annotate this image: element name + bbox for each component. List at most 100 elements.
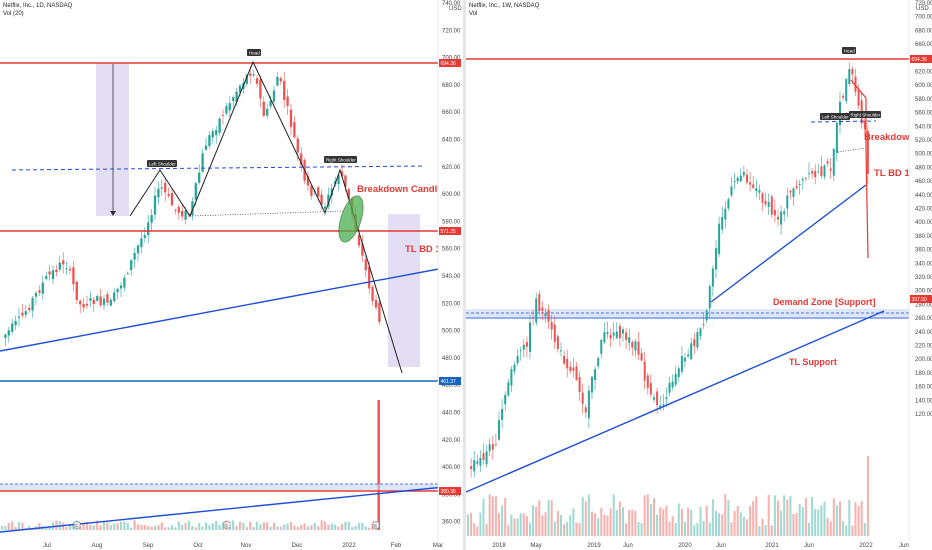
candle[interactable]	[597, 357, 600, 366]
candle[interactable]	[541, 307, 544, 311]
candle[interactable]	[269, 100, 272, 107]
candle[interactable]	[126, 273, 129, 275]
candle[interactable]	[535, 298, 538, 323]
candle[interactable]	[99, 296, 102, 306]
candle[interactable]	[494, 443, 497, 445]
candle[interactable]	[522, 344, 525, 350]
candle[interactable]	[516, 356, 519, 364]
candle[interactable]	[566, 358, 569, 369]
candle[interactable]	[677, 368, 680, 378]
candle[interactable]	[191, 201, 194, 216]
candle[interactable]	[198, 172, 201, 183]
candle[interactable]	[34, 292, 38, 297]
candle[interactable]	[711, 268, 714, 287]
candle[interactable]	[634, 341, 637, 351]
candle[interactable]	[752, 184, 755, 188]
candle[interactable]	[323, 206, 327, 209]
candle[interactable]	[136, 245, 140, 254]
candle[interactable]	[498, 420, 500, 440]
candle[interactable]	[89, 298, 92, 301]
candle[interactable]	[300, 153, 303, 165]
candle[interactable]	[79, 300, 82, 305]
candle[interactable]	[578, 376, 581, 392]
candle[interactable]	[563, 355, 566, 364]
candle[interactable]	[4, 334, 7, 339]
candle[interactable]	[485, 451, 488, 464]
candle[interactable]	[625, 332, 628, 340]
candle[interactable]	[320, 194, 323, 205]
candle[interactable]	[755, 188, 758, 192]
neckline-dashed[interactable]	[11, 165, 426, 171]
candle[interactable]	[215, 129, 218, 136]
candle[interactable]	[718, 223, 721, 254]
candle[interactable]	[28, 307, 31, 311]
candle[interactable]	[249, 73, 252, 76]
candle[interactable]	[749, 182, 752, 185]
candle[interactable]	[587, 390, 590, 419]
candle[interactable]	[289, 109, 293, 127]
weekly-candlestick-chart[interactable]: Head Left Shoulder Right Shoulder Breakd…	[466, 0, 932, 550]
candle[interactable]	[569, 366, 572, 371]
candle[interactable]	[786, 195, 789, 209]
candle[interactable]	[306, 176, 310, 186]
candle[interactable]	[792, 188, 795, 197]
candle[interactable]	[823, 165, 826, 177]
candle[interactable]	[21, 312, 24, 316]
candle[interactable]	[41, 282, 44, 294]
candle[interactable]	[201, 153, 204, 172]
candle[interactable]	[851, 69, 854, 75]
candle[interactable]	[572, 367, 575, 371]
candle[interactable]	[102, 298, 106, 306]
candle[interactable]	[347, 188, 350, 199]
candle[interactable]	[119, 285, 123, 289]
candle[interactable]	[133, 253, 136, 260]
weekly-chart-pane[interactable]: Head Left Shoulder Right Shoulder Breakd…	[466, 0, 932, 550]
candle[interactable]	[532, 317, 535, 318]
candle[interactable]	[826, 161, 829, 164]
candle[interactable]	[204, 145, 208, 150]
candle[interactable]	[801, 178, 804, 181]
candle[interactable]	[842, 95, 845, 98]
candle[interactable]	[798, 184, 801, 186]
volume-indicator-label[interactable]: Vol	[469, 11, 478, 17]
candle[interactable]	[662, 404, 665, 406]
candle[interactable]	[513, 364, 516, 372]
candle[interactable]	[473, 460, 476, 472]
candle[interactable]	[575, 366, 578, 380]
trendline-1[interactable]	[710, 184, 867, 303]
candle[interactable]	[817, 171, 820, 173]
candle[interactable]	[51, 270, 55, 280]
candle[interactable]	[14, 320, 17, 326]
candle[interactable]	[600, 339, 603, 354]
candle[interactable]	[773, 210, 776, 216]
candle[interactable]	[143, 235, 146, 238]
candle[interactable]	[525, 342, 528, 347]
candle[interactable]	[327, 194, 330, 207]
candle[interactable]	[758, 189, 761, 193]
candle[interactable]	[378, 302, 381, 322]
candle[interactable]	[808, 172, 810, 174]
candle[interactable]	[147, 222, 150, 236]
candle[interactable]	[7, 330, 10, 336]
candle[interactable]	[228, 103, 231, 111]
candle[interactable]	[544, 313, 547, 317]
earnings-marker-3[interactable]: E	[372, 521, 380, 529]
candle[interactable]	[820, 166, 823, 176]
candle[interactable]	[538, 293, 541, 312]
candle[interactable]	[721, 217, 724, 230]
candle[interactable]	[591, 376, 593, 393]
candle[interactable]	[38, 290, 41, 293]
candle[interactable]	[684, 357, 686, 362]
candle[interactable]	[68, 268, 72, 271]
candle[interactable]	[194, 183, 197, 200]
candle[interactable]	[164, 182, 167, 193]
candle[interactable]	[113, 292, 116, 302]
candle[interactable]	[857, 90, 860, 106]
candle[interactable]	[733, 181, 736, 183]
candle[interactable]	[730, 186, 733, 196]
candle[interactable]	[609, 334, 612, 339]
candle[interactable]	[259, 79, 262, 99]
candle[interactable]	[245, 74, 248, 85]
candle[interactable]	[687, 354, 690, 357]
candle[interactable]	[863, 120, 866, 130]
